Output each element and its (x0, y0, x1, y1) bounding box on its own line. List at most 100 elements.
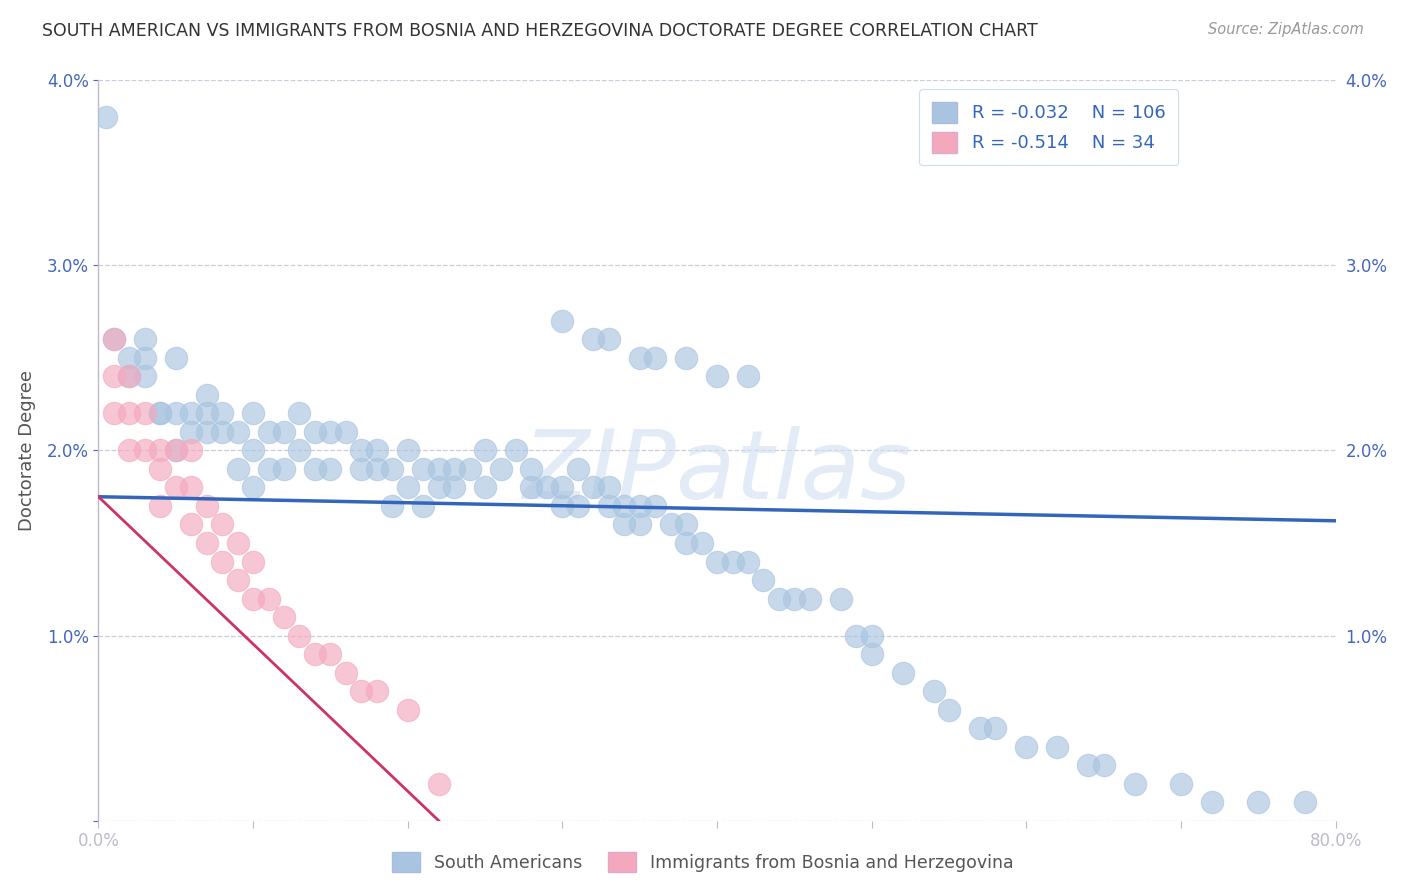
Point (860, 647, 883, 661)
Point (350, 684, 373, 698)
Point (103, 407, 125, 421)
Point (165, 351, 187, 365)
Point (149, 499, 172, 513)
Point (118, 443, 141, 458)
Point (458, 462, 481, 476)
Point (644, 351, 666, 365)
Point (134, 351, 156, 365)
Point (273, 462, 295, 476)
Point (706, 369, 728, 384)
Point (257, 462, 280, 476)
Point (396, 481, 419, 495)
Point (288, 407, 311, 421)
Point (783, 591, 806, 606)
Point (350, 443, 373, 458)
Text: SOUTH AMERICAN VS IMMIGRANTS FROM BOSNIA AND HERZEGOVINA DOCTORATE DEGREE CORREL: SOUTH AMERICAN VS IMMIGRANTS FROM BOSNIA… (42, 22, 1038, 40)
Point (226, 573, 249, 587)
Point (103, 333, 125, 347)
Point (242, 591, 264, 606)
Point (180, 407, 202, 421)
Point (165, 407, 187, 421)
Point (567, 499, 589, 513)
Point (366, 684, 388, 698)
Point (242, 443, 264, 458)
Point (396, 443, 419, 458)
Point (103, 333, 125, 347)
Point (427, 776, 450, 791)
Point (891, 665, 914, 680)
Point (96, 111, 118, 125)
Point (768, 591, 790, 606)
Point (1077, 758, 1099, 772)
Point (366, 443, 388, 458)
Point (180, 517, 202, 532)
Legend: South Americans, Immigrants from Bosnia and Herzegovina: South Americans, Immigrants from Bosnia … (385, 845, 1021, 879)
Point (551, 481, 574, 495)
Point (195, 407, 218, 421)
Point (288, 443, 311, 458)
Point (304, 462, 326, 476)
Legend: R = -0.032    N = 106, R = -0.514    N = 34: R = -0.032 N = 106, R = -0.514 N = 34 (920, 89, 1178, 165)
Point (381, 499, 404, 513)
Point (598, 333, 620, 347)
Point (180, 425, 202, 439)
Text: ZIPatlas: ZIPatlas (523, 426, 911, 519)
Point (551, 314, 574, 328)
Point (830, 591, 852, 606)
Point (335, 665, 357, 680)
Point (319, 425, 342, 439)
Point (427, 462, 450, 476)
Point (675, 351, 697, 365)
Point (628, 351, 651, 365)
Point (195, 425, 218, 439)
Point (613, 499, 636, 513)
Point (628, 517, 651, 532)
Point (582, 333, 605, 347)
Point (273, 610, 295, 624)
Point (195, 499, 218, 513)
Point (118, 351, 141, 365)
Point (845, 628, 868, 642)
Point (427, 481, 450, 495)
Point (335, 425, 357, 439)
Point (134, 333, 156, 347)
Point (752, 573, 775, 587)
Point (396, 703, 419, 717)
Point (1294, 795, 1316, 809)
Point (211, 425, 233, 439)
Point (520, 481, 543, 495)
Point (165, 443, 187, 458)
Point (567, 462, 589, 476)
Point (536, 481, 558, 495)
Point (659, 517, 682, 532)
Point (195, 388, 218, 402)
Point (118, 369, 141, 384)
Point (134, 369, 156, 384)
Point (1247, 795, 1270, 809)
Point (922, 684, 945, 698)
Y-axis label: Doctorate Degree: Doctorate Degree (18, 370, 35, 531)
Point (257, 425, 280, 439)
Point (134, 443, 156, 458)
Point (443, 462, 465, 476)
Point (412, 462, 434, 476)
Point (211, 554, 233, 569)
Point (412, 499, 434, 513)
Point (505, 443, 527, 458)
Point (149, 443, 172, 458)
Point (1123, 776, 1146, 791)
Point (489, 462, 512, 476)
Point (598, 481, 620, 495)
Point (165, 481, 187, 495)
Point (149, 407, 172, 421)
Point (304, 425, 326, 439)
Point (443, 481, 465, 495)
Point (969, 721, 991, 735)
Point (226, 425, 249, 439)
Point (721, 554, 744, 569)
Point (860, 628, 883, 642)
Point (1170, 776, 1192, 791)
Point (938, 703, 960, 717)
Point (242, 407, 264, 421)
Point (690, 536, 713, 550)
